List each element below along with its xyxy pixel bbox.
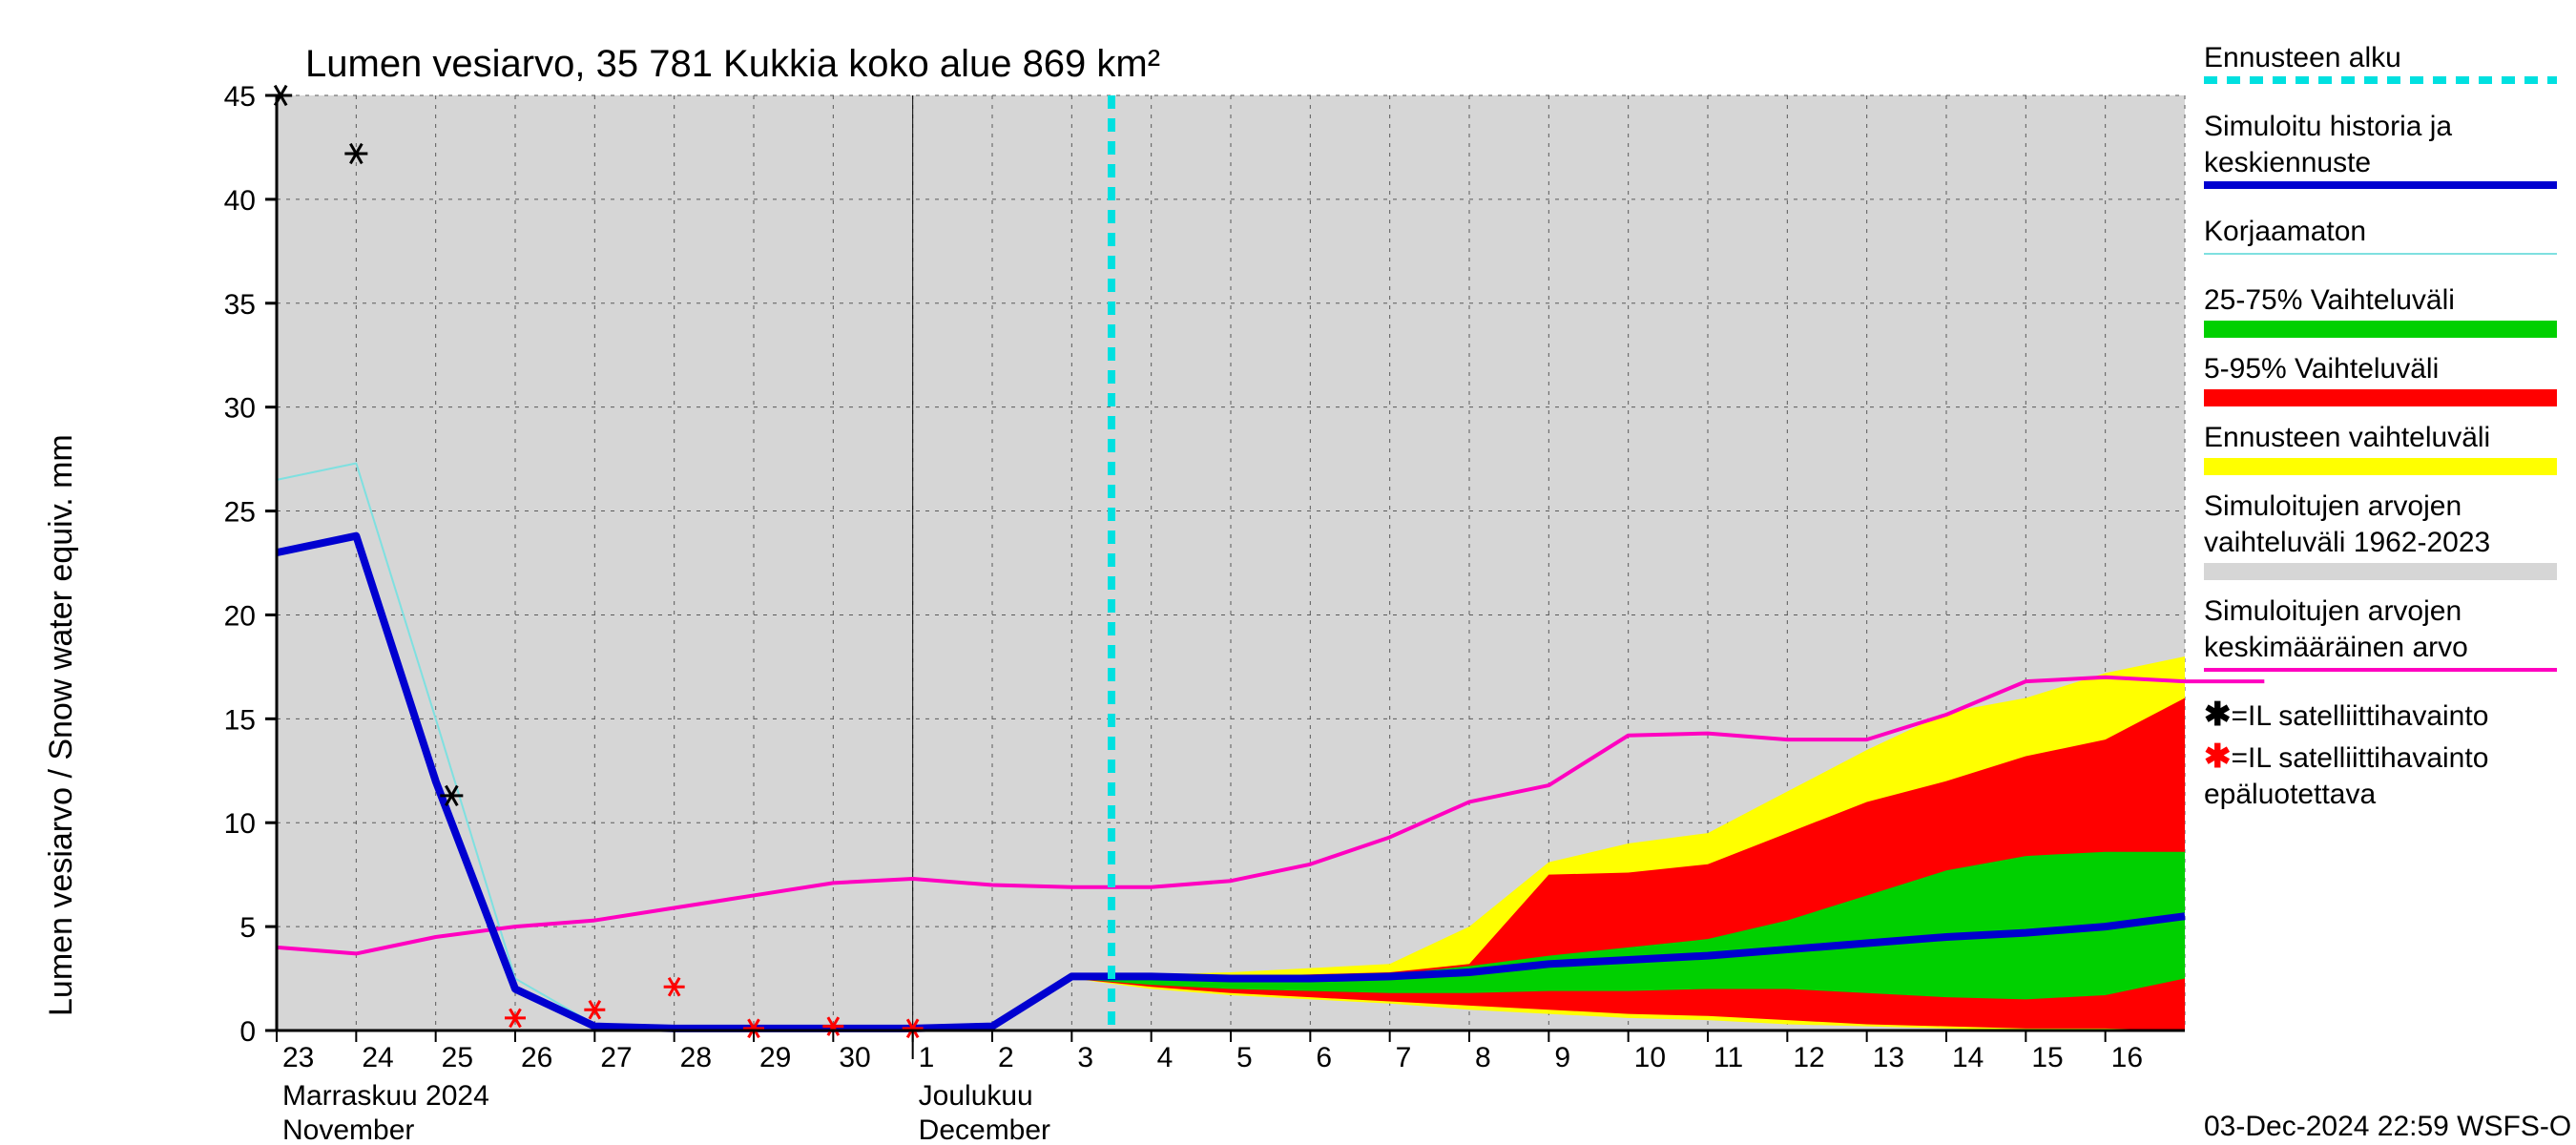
xtick-label: 12 (1793, 1042, 1824, 1073)
xtick-label: 14 (1952, 1042, 1984, 1073)
xtick-label: 7 (1396, 1042, 1412, 1073)
xtick-label: 16 (2111, 1042, 2143, 1073)
xtick-label: 3 (1077, 1042, 1093, 1073)
legend-label: Simuloitujen arvojen (2204, 595, 2462, 627)
month1-line1: Marraskuu 2024 (282, 1080, 489, 1112)
legend-item: ✱=IL satelliittihavainto epäluotettava (2204, 739, 2488, 810)
legend-label2: vaihteluväli 1962-2023 (2204, 527, 2490, 558)
ytick-label: 10 (224, 808, 256, 840)
xtick-label: 29 (759, 1042, 791, 1073)
legend-label: Simuloitujen arvojen (2204, 490, 2462, 522)
xtick-label: 27 (600, 1042, 632, 1073)
legend-item: Simuloitujen arvojen vaihteluväli 1962-20… (2204, 490, 2557, 580)
xtick-label: 11 (1714, 1042, 1743, 1073)
legend-label: ✱=IL satelliittihavainto (2204, 739, 2488, 775)
xtick-label: 30 (839, 1042, 870, 1073)
legend-item: Simuloitu historia ja keskiennuste (2204, 111, 2557, 185)
legend-label: Korjaamaton (2204, 216, 2366, 247)
month2-line2: December (919, 1114, 1050, 1145)
legend-label2: keskimääräinen arvo (2204, 632, 2468, 663)
ytick-label: 15 (224, 704, 256, 736)
legend-label: 5-95% Vaihteluväli (2204, 353, 2439, 385)
legend-item: 25-75% Vaihteluväli (2204, 284, 2557, 338)
ytick-label: 45 (224, 81, 256, 113)
y-axis-label: Lumen vesiarvo / Snow water equiv. mm (43, 434, 79, 1016)
footer-text: 03-Dec-2024 22:59 WSFS-O (2204, 1111, 2571, 1142)
xtick-label: 2 (998, 1042, 1014, 1073)
chart-title: Lumen vesiarvo, 35 781 Kukkia koko alue … (305, 43, 1160, 85)
xtick-label: 1 (919, 1042, 935, 1073)
xtick-label: 5 (1236, 1042, 1253, 1073)
xtick-label: 10 (1634, 1042, 1666, 1073)
xtick-label: 15 (2031, 1042, 2063, 1073)
ytick-label: 25 (224, 497, 256, 529)
xtick-label: 6 (1316, 1042, 1332, 1073)
ytick-label: 20 (224, 600, 256, 632)
xtick-label: 23 (282, 1042, 314, 1073)
ytick-label: 0 (239, 1016, 256, 1048)
xtick-label: 26 (521, 1042, 552, 1073)
month2-line1: Joulukuu (919, 1080, 1033, 1112)
ytick-label: 35 (224, 289, 256, 321)
legend-item: Ennusteen alku (2204, 42, 2557, 80)
legend-label: 25-75% Vaihteluväli (2204, 284, 2455, 316)
legend-label: Simuloitu historia ja (2204, 111, 2452, 142)
legend-item: 5-95% Vaihteluväli (2204, 353, 2557, 406)
xtick-label: 8 (1475, 1042, 1491, 1073)
month1-line2: November (282, 1114, 414, 1145)
legend-item: ✱=IL satelliittihavainto (2204, 697, 2488, 733)
ytick-label: 5 (239, 912, 256, 944)
xtick-label: 9 (1554, 1042, 1570, 1073)
legend-item: Ennusteen vaihteluväli (2204, 422, 2557, 475)
ytick-label: 30 (224, 393, 256, 425)
xtick-label: 25 (442, 1042, 473, 1073)
legend-label2: keskiennuste (2204, 147, 2371, 178)
xtick-label: 24 (362, 1042, 393, 1073)
xtick-label: 4 (1157, 1042, 1174, 1073)
legend-label: Ennusteen alku (2204, 42, 2401, 73)
legend-label: Ennusteen vaihteluväli (2204, 422, 2490, 453)
legend-label2: epäluotettava (2204, 779, 2376, 810)
legend-item: Simuloitujen arvojen keskimääräinen arvo (2204, 595, 2557, 670)
ytick-label: 40 (224, 185, 256, 217)
xtick-label: 13 (1873, 1042, 1904, 1073)
xtick-label: 28 (680, 1042, 712, 1073)
legend-label: ✱=IL satelliittihavainto (2204, 697, 2488, 733)
legend-item: Korjaamaton (2204, 216, 2557, 254)
